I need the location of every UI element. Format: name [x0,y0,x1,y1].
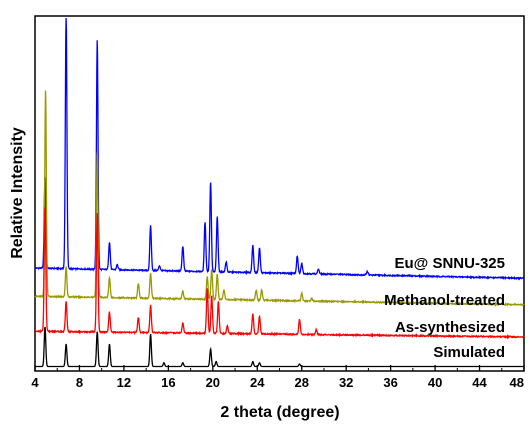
x-tick-label-8: 36 [383,375,397,390]
x-axis-ticks: 4 8 12 16 20 24 28 32 36 40 44 48 [31,365,525,390]
x-tick-label-4: 20 [206,375,220,390]
x-tick-label-11: 48 [510,375,524,390]
series-line-0 [34,17,525,281]
x-tick-label-10: 44 [472,375,487,390]
x-tick-label-2: 12 [117,375,131,390]
x-tick-label-1: 8 [76,375,83,390]
series-layer [34,17,525,368]
x-tick-label-9: 40 [428,375,442,390]
series-label-1: Methanol-treated [384,292,505,309]
x-tick-label-6: 28 [294,375,308,390]
series-line-2 [34,207,525,340]
series-label-3: Simulated [433,344,505,361]
x-tick-label-3: 16 [161,375,175,390]
x-tick-label-5: 24 [250,375,265,390]
series-label-2: As-synthesized [395,319,505,336]
x-tick-label-0: 4 [31,375,39,390]
series-label-0: Eu@ SNNU-325 [395,255,506,272]
series-labels: Eu@ SNNU-325 Methanol-treated As-synthesiz… [384,255,505,361]
series-line-1 [34,90,525,307]
x-tick-label-7: 32 [339,375,353,390]
series-line-3 [35,326,524,368]
x-axis-label: 2 theta (degree) [220,404,339,421]
y-axis-label: Relative Intensity [9,127,26,259]
